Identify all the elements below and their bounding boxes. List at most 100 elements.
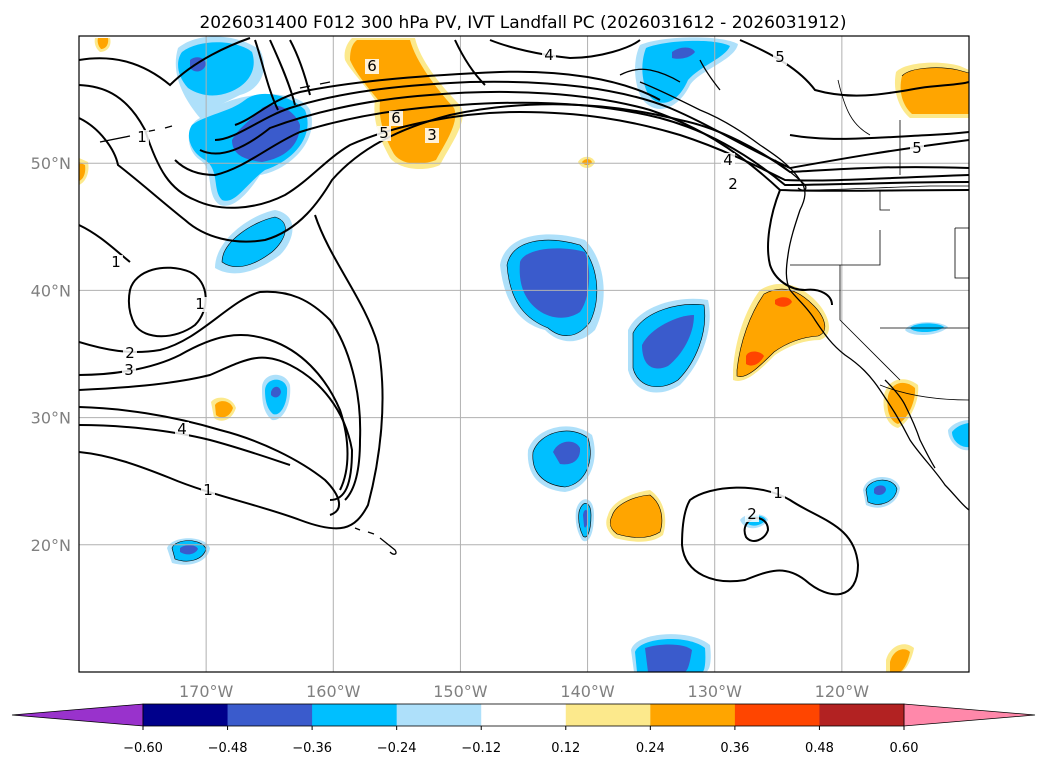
contour-label-bg: [721, 153, 735, 168]
contour-label-bg: [910, 141, 924, 156]
pc-fill-royal-blue: [232, 105, 300, 162]
pc-fill-orange: [79, 162, 86, 181]
contour-label-bg: [122, 363, 136, 378]
pc-outline: [506, 239, 598, 336]
contour-label-bg: [425, 128, 439, 143]
contour-label-bg: [542, 48, 556, 63]
contour-label: 2: [747, 505, 757, 523]
colorbar-segment: [650, 704, 736, 726]
contour-label-bg: [745, 507, 759, 522]
aleutian-islands: [99, 81, 331, 143]
state-border: [790, 190, 969, 381]
political-borders: [790, 79, 969, 401]
colorbar-segment: [227, 704, 313, 726]
pc-fill-sky-blue: [952, 423, 969, 448]
contour-label-bg: [389, 111, 403, 126]
contour-label: 1: [203, 481, 213, 499]
vancouver-island: [774, 159, 807, 191]
pc-outline: [736, 288, 826, 377]
colorbar-segment: [312, 704, 398, 726]
lon-tick-label: 120°W: [815, 682, 870, 701]
colorbar-tick-label: −0.36: [292, 741, 332, 756]
pc-fill-royal-blue: [583, 509, 588, 528]
pc-fill-orange: [890, 649, 910, 672]
contour-label-bg: [365, 59, 379, 74]
lat-tick-label: 20°N: [31, 536, 71, 555]
pc-outline: [865, 479, 898, 505]
contour-label-bg: [773, 50, 787, 65]
pc-fill-royal-blue: [180, 545, 198, 555]
pc-fill-outlines: [171, 67, 969, 562]
contour-label: 2: [728, 175, 738, 193]
colorbar-frame: [142, 703, 905, 727]
pv-contour-line: [254, 39, 279, 111]
pv-contour-line: [174, 101, 969, 187]
contour-label: 1: [195, 295, 205, 313]
pv-contour-line: [789, 131, 969, 140]
lat-tick-label: 40°N: [31, 281, 71, 300]
pc-fill-orange: [215, 401, 233, 418]
colorbar-tick-label: 0.60: [890, 741, 919, 756]
pc-fill-royal-blue: [672, 47, 695, 59]
contour-label: 4: [544, 46, 554, 64]
colorbar-extend-low: [11, 703, 144, 727]
pv-contour-line: [79, 224, 131, 263]
colorbar-tick-label: 0.48: [805, 741, 834, 756]
pc-outline: [609, 494, 663, 538]
north-america-coastline: [639, 81, 969, 511]
chart-title: 2026031400 F012 300 hPa PV, IVT Landfall…: [199, 13, 846, 33]
contour-label: 1: [137, 128, 147, 146]
colorbar-segment: [565, 704, 651, 726]
contour-label: 6: [367, 57, 377, 75]
pc-fill-royal-blue: [645, 644, 692, 672]
contour-label: 3: [427, 126, 437, 144]
contour-label-bg: [135, 130, 149, 145]
pv-contour-line: [79, 84, 969, 209]
colorbar-segment: [819, 704, 905, 726]
contour-label: 5: [775, 48, 785, 66]
contour-label-bg: [771, 486, 785, 501]
us-mexico-border: [879, 384, 969, 401]
colorbar-tick-label: −0.24: [377, 741, 417, 756]
pc-fill-orange-red: [746, 351, 764, 366]
plot-frame: [78, 35, 970, 673]
contour-label: 3: [124, 361, 134, 379]
pc-fill-orange: [610, 495, 662, 538]
pc-fill-sky-blue: [178, 42, 254, 96]
pv-contour-line: [289, 39, 311, 96]
lon-tick-label: 170°W: [179, 682, 234, 701]
colorbar-tick-label: 0.24: [636, 741, 665, 756]
contour-label-bg: [193, 297, 207, 312]
pv-contour-line: [79, 290, 362, 501]
us-canada-border: [804, 185, 969, 191]
pv-contour-line: [214, 80, 969, 170]
pv-contour-line: [767, 189, 833, 306]
pv-contours: [79, 37, 969, 596]
colorbar-segment: [734, 704, 820, 726]
pc-outline: [532, 430, 591, 488]
pv-contour-line: [79, 406, 340, 516]
pc-fill-royal-blue: [642, 315, 694, 369]
contour-label: 1: [111, 253, 121, 271]
colorbar-tick-label: 0.12: [551, 741, 580, 756]
lat-tick-label: 30°N: [31, 409, 71, 428]
colorbar: −0.60 −0.48 −0.36 −0.24 −0.12 0.12 0.24 0.36 0.4…: [11, 703, 1036, 756]
contour-label: 6: [391, 109, 401, 127]
pc-fill-orange-red: [775, 297, 792, 307]
pc-fill-royal-blue: [271, 386, 281, 398]
colorbar-tick-label: −0.48: [208, 741, 248, 756]
contour-label-bg: [109, 255, 123, 270]
hawaiian-islands: [354, 527, 397, 555]
colorbar-segment: [396, 704, 482, 726]
pv-contour-line: [680, 486, 860, 596]
pv-contour-line: [743, 517, 770, 542]
lat-tick-label: 50°N: [31, 154, 71, 173]
pv-contour-line: [127, 266, 207, 338]
pv-contour-line: [79, 424, 291, 466]
pc-outline: [221, 216, 286, 267]
colorbar-tick-label: 0.36: [720, 741, 749, 756]
contour-label-bg: [123, 346, 137, 361]
colorbar-segment: [481, 704, 567, 726]
contour-label-bg: [201, 483, 215, 498]
